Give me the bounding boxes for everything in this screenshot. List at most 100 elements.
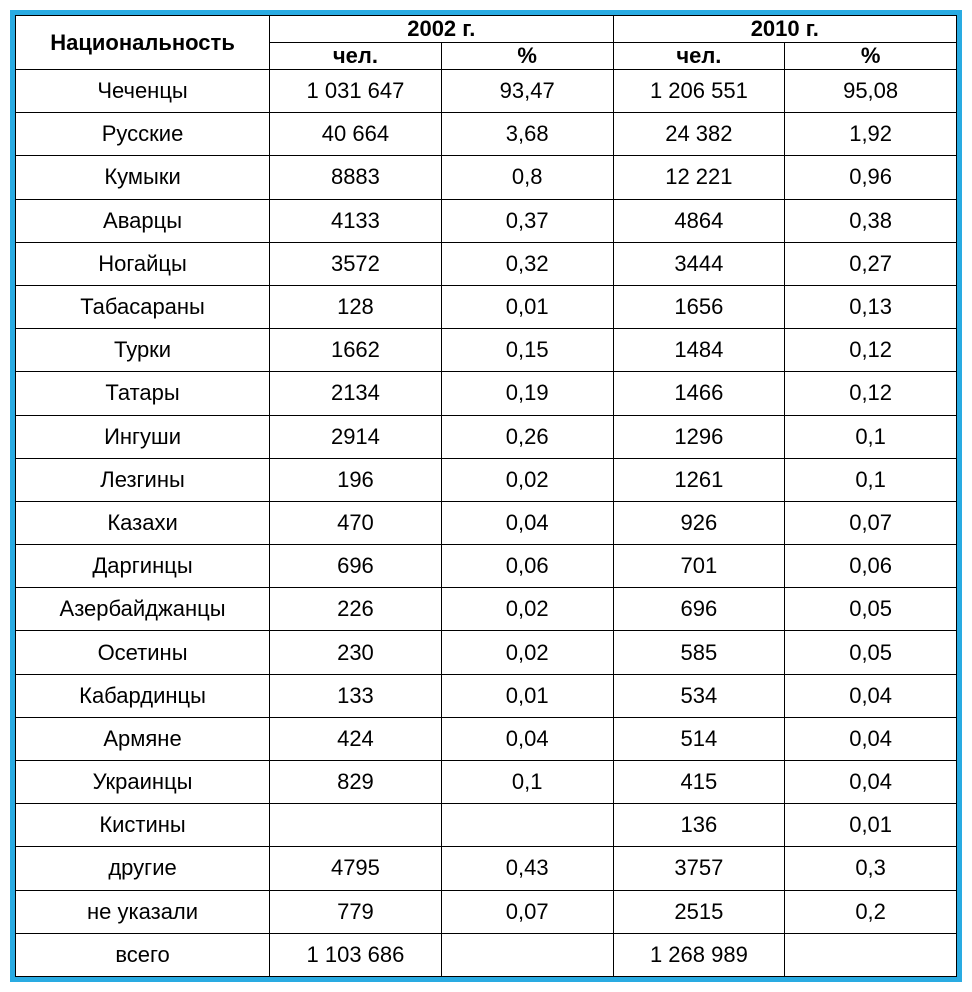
nationality-cell: Турки <box>16 329 270 372</box>
nationality-cell: Армяне <box>16 717 270 760</box>
nationality-cell: всего <box>16 933 270 976</box>
percent-2010-cell: 0,06 <box>785 545 957 588</box>
people-2010-cell: 585 <box>613 631 785 674</box>
people-2002-cell: 829 <box>270 761 442 804</box>
table-body: Чеченцы1 031 64793,471 206 55195,08Русск… <box>16 70 957 977</box>
nationality-cell: Табасараны <box>16 285 270 328</box>
people-2010-cell: 24 382 <box>613 113 785 156</box>
table-row: всего1 103 6861 268 989 <box>16 933 957 976</box>
percent-2002-cell: 0,1 <box>441 761 613 804</box>
people-2002-cell: 128 <box>270 285 442 328</box>
percent-2010-cell: 0,04 <box>785 717 957 760</box>
people-2002-cell: 40 664 <box>270 113 442 156</box>
people-2002-cell: 1 031 647 <box>270 70 442 113</box>
percent-2010-cell: 0,05 <box>785 631 957 674</box>
people-2002-cell: 4133 <box>270 199 442 242</box>
people-2002-cell: 3572 <box>270 242 442 285</box>
nationality-cell: Кабардинцы <box>16 674 270 717</box>
people-2010-cell: 1466 <box>613 372 785 415</box>
nationality-cell: Татары <box>16 372 270 415</box>
people-2002-cell: 470 <box>270 501 442 544</box>
people-2010-cell: 1 206 551 <box>613 70 785 113</box>
table-row: Табасараны1280,0116560,13 <box>16 285 957 328</box>
people-2002-cell: 196 <box>270 458 442 501</box>
table-row: Казахи4700,049260,07 <box>16 501 957 544</box>
people-2010-cell: 696 <box>613 588 785 631</box>
people-2002-cell: 226 <box>270 588 442 631</box>
people-2010-cell: 2515 <box>613 890 785 933</box>
percent-2010-cell <box>785 933 957 976</box>
percent-2010-cell: 0,05 <box>785 588 957 631</box>
people-2010-cell: 3444 <box>613 242 785 285</box>
people-2010-cell: 136 <box>613 804 785 847</box>
percent-2002-cell: 0,32 <box>441 242 613 285</box>
people-2002-cell: 133 <box>270 674 442 717</box>
percent-2010-cell: 0,2 <box>785 890 957 933</box>
nationality-cell: Кистины <box>16 804 270 847</box>
nationality-cell: Азербайджанцы <box>16 588 270 631</box>
nationality-cell: Даргинцы <box>16 545 270 588</box>
table-row: Осетины2300,025850,05 <box>16 631 957 674</box>
percent-2002-cell <box>441 933 613 976</box>
table-row: Чеченцы1 031 64793,471 206 55195,08 <box>16 70 957 113</box>
nationality-cell: Украинцы <box>16 761 270 804</box>
table-row: Ингуши29140,2612960,1 <box>16 415 957 458</box>
table-row: Лезгины1960,0212610,1 <box>16 458 957 501</box>
header-2010-percent: % <box>785 43 957 70</box>
percent-2010-cell: 0,1 <box>785 458 957 501</box>
table-row: Даргинцы6960,067010,06 <box>16 545 957 588</box>
percent-2002-cell: 0,02 <box>441 631 613 674</box>
percent-2010-cell: 0,12 <box>785 372 957 415</box>
table-row: Кистины1360,01 <box>16 804 957 847</box>
percent-2002-cell: 0,04 <box>441 717 613 760</box>
percent-2002-cell: 0,07 <box>441 890 613 933</box>
table-row: Турки16620,1514840,12 <box>16 329 957 372</box>
table-row: Аварцы41330,3748640,38 <box>16 199 957 242</box>
percent-2010-cell: 0,1 <box>785 415 957 458</box>
header-2010-people: чел. <box>613 43 785 70</box>
percent-2002-cell: 0,15 <box>441 329 613 372</box>
percent-2002-cell: 3,68 <box>441 113 613 156</box>
nationality-cell: Ингуши <box>16 415 270 458</box>
percent-2010-cell: 0,12 <box>785 329 957 372</box>
percent-2002-cell: 0,04 <box>441 501 613 544</box>
percent-2002-cell: 0,02 <box>441 458 613 501</box>
table-header: Национальность 2002 г. 2010 г. чел. % че… <box>16 16 957 70</box>
percent-2002-cell: 0,01 <box>441 285 613 328</box>
percent-2010-cell: 0,27 <box>785 242 957 285</box>
people-2010-cell: 4864 <box>613 199 785 242</box>
percent-2002-cell: 0,43 <box>441 847 613 890</box>
percent-2002-cell: 0,19 <box>441 372 613 415</box>
nationality-cell: не указали <box>16 890 270 933</box>
people-2010-cell: 1656 <box>613 285 785 328</box>
nationality-cell: Ногайцы <box>16 242 270 285</box>
table-frame: Национальность 2002 г. 2010 г. чел. % че… <box>10 10 962 982</box>
table-row: Кабардинцы1330,015340,04 <box>16 674 957 717</box>
header-2002-percent: % <box>441 43 613 70</box>
percent-2002-cell: 93,47 <box>441 70 613 113</box>
header-year-2010: 2010 г. <box>613 16 956 43</box>
percent-2002-cell: 0,02 <box>441 588 613 631</box>
people-2010-cell: 1296 <box>613 415 785 458</box>
nationality-cell: Чеченцы <box>16 70 270 113</box>
people-2010-cell: 3757 <box>613 847 785 890</box>
table-row: Азербайджанцы2260,026960,05 <box>16 588 957 631</box>
people-2002-cell: 1662 <box>270 329 442 372</box>
people-2010-cell: 701 <box>613 545 785 588</box>
percent-2002-cell: 0,26 <box>441 415 613 458</box>
percent-2010-cell: 0,38 <box>785 199 957 242</box>
percent-2010-cell: 0,13 <box>785 285 957 328</box>
header-year-2002: 2002 г. <box>270 16 613 43</box>
population-table: Национальность 2002 г. 2010 г. чел. % че… <box>15 15 957 977</box>
people-2002-cell: 2914 <box>270 415 442 458</box>
nationality-cell: другие <box>16 847 270 890</box>
people-2010-cell: 1261 <box>613 458 785 501</box>
people-2002-cell: 424 <box>270 717 442 760</box>
percent-2010-cell: 0,04 <box>785 674 957 717</box>
percent-2002-cell: 0,37 <box>441 199 613 242</box>
header-nationality: Национальность <box>16 16 270 70</box>
percent-2002-cell: 0,8 <box>441 156 613 199</box>
nationality-cell: Осетины <box>16 631 270 674</box>
percent-2010-cell: 1,92 <box>785 113 957 156</box>
people-2002-cell: 8883 <box>270 156 442 199</box>
